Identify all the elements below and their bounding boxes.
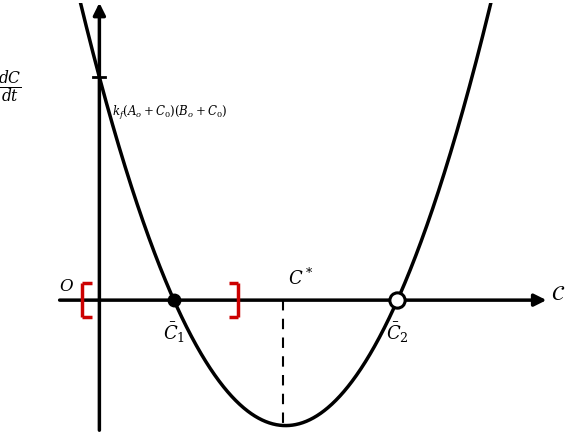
Text: $\mathcal{C}$: $\mathcal{C}$	[552, 285, 566, 304]
Text: $O$: $O$	[59, 278, 74, 294]
Text: $\frac{dC}{dt}$: $\frac{dC}{dt}$	[0, 68, 22, 104]
Text: $\bar{C}_2$: $\bar{C}_2$	[386, 320, 409, 345]
Text: $\bar{C}_1$: $\bar{C}_1$	[163, 320, 185, 345]
Text: $C^*$: $C^*$	[288, 268, 314, 289]
Text: $k_f(A_o+C_0)(B_o+C_0)$: $k_f(A_o+C_0)(B_o+C_0)$	[112, 104, 227, 122]
